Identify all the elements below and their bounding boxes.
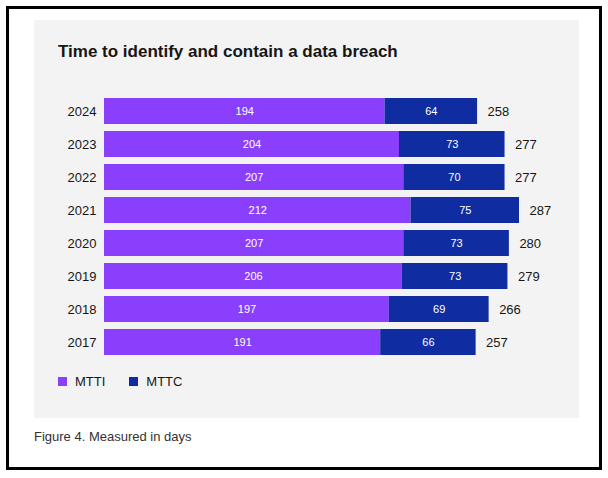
- html-text:Figure 4. Measured in days: Figure 4. Measured in days: [34, 429, 192, 444]
- svg-text:70: 70: [448, 171, 460, 183]
- svg-text:2022: 2022: [68, 170, 97, 185]
- svg-text:277: 277: [515, 137, 537, 152]
- svg-text:2018: 2018: [68, 302, 97, 317]
- svg-text:191: 191: [233, 336, 251, 348]
- svg-text:266: 266: [499, 302, 521, 317]
- svg-text:2024: 2024: [68, 104, 97, 119]
- svg-text:258: 258: [488, 104, 510, 119]
- svg-text:2020: 2020: [68, 236, 97, 251]
- svg-text:212: 212: [249, 204, 267, 216]
- html-text:MTTI: MTTI: [75, 374, 106, 389]
- svg-text:75: 75: [459, 204, 471, 216]
- svg-text:66: 66: [422, 336, 434, 348]
- svg-text:197: 197: [238, 303, 256, 315]
- svg-text:206: 206: [244, 270, 262, 282]
- svg-text:73: 73: [449, 270, 461, 282]
- svg-text:2023: 2023: [68, 137, 97, 152]
- svg-text:73: 73: [446, 138, 458, 150]
- svg-text:287: 287: [530, 203, 552, 218]
- svg-text:207: 207: [245, 171, 263, 183]
- svg-text:73: 73: [450, 237, 462, 249]
- svg-text:194: 194: [236, 105, 254, 117]
- svg-text:257: 257: [486, 335, 508, 350]
- svg-text:207: 207: [245, 237, 263, 249]
- svg-text:277: 277: [515, 170, 537, 185]
- svg-text:64: 64: [425, 105, 437, 117]
- svg-text:280: 280: [519, 236, 541, 251]
- svg-text:2019: 2019: [68, 269, 97, 284]
- svg-text:204: 204: [243, 138, 261, 150]
- html-text:Time to identify and contain a: Time to identify and contain a data brea…: [58, 42, 398, 61]
- svg-text:2021: 2021: [68, 203, 97, 218]
- svg-text:69: 69: [433, 303, 445, 315]
- svg-text:2017: 2017: [68, 335, 97, 350]
- html-text:MTTC: MTTC: [146, 374, 183, 389]
- svg-text:279: 279: [518, 269, 540, 284]
